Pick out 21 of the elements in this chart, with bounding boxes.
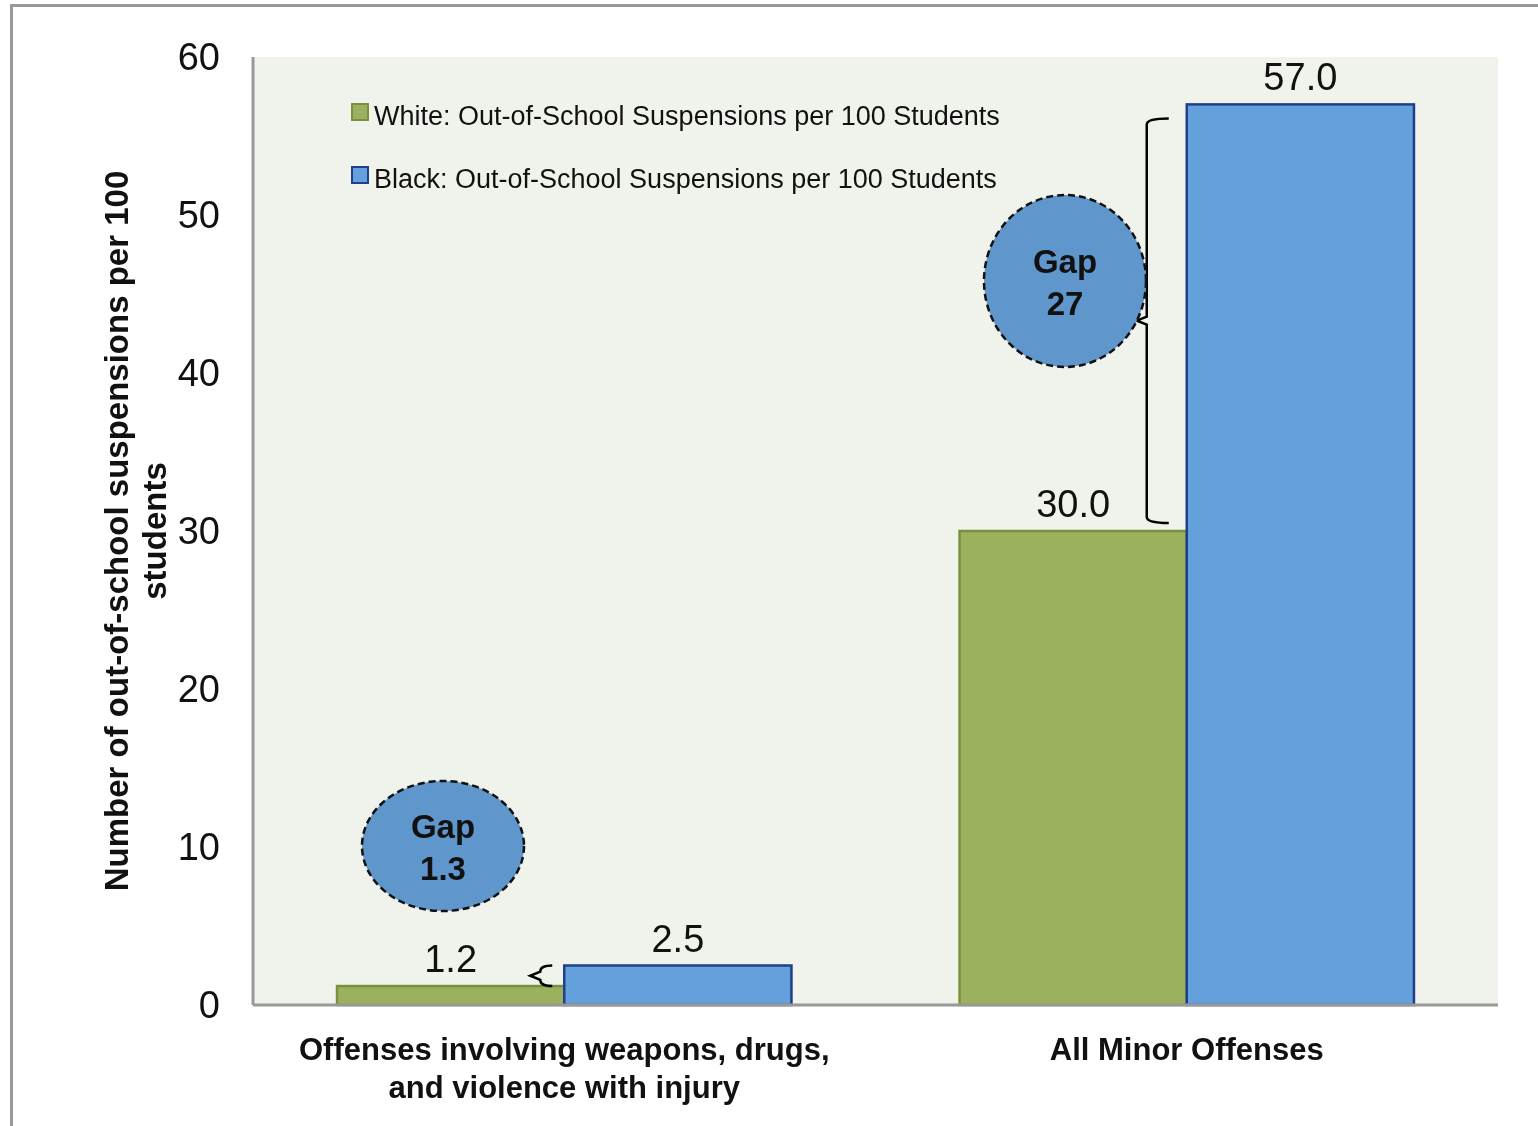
annotation: Gap 27: [1032, 243, 1098, 322]
legend-label: Black: Out-of-School Suspensions per 100 Students: [374, 164, 997, 194]
y-tick-label: 60: [177, 36, 220, 78]
x-tick-label: All Minor Offenses: [1049, 1032, 1324, 1067]
data-label: 30.0: [1036, 483, 1111, 525]
y-tick-label: 10: [177, 826, 220, 868]
bar: [563, 964, 793, 1007]
data-label: 57.0: [1263, 56, 1338, 99]
y-tick-label: 40: [177, 352, 220, 394]
x-tick-label: Offenses involving weapons, drugs, and violence with injury: [298, 1032, 830, 1105]
data-label: 2.5: [651, 917, 705, 960]
legend-label: White: Out-of-School Suspensions per 100 Students: [374, 101, 1000, 131]
data-label: 1.2: [424, 938, 478, 981]
y-tick-label: 50: [177, 194, 220, 236]
bar: [1185, 103, 1416, 1007]
y-tick-label: 30: [177, 510, 220, 552]
y-tick-label: 0: [198, 984, 220, 1026]
annotation: Gap 1.3: [410, 808, 476, 887]
y-tick-label: 20: [177, 668, 220, 710]
bar: [958, 529, 1188, 1007]
y-axis-title: Number of out-of-school suspensions per 100 students: [98, 170, 173, 892]
